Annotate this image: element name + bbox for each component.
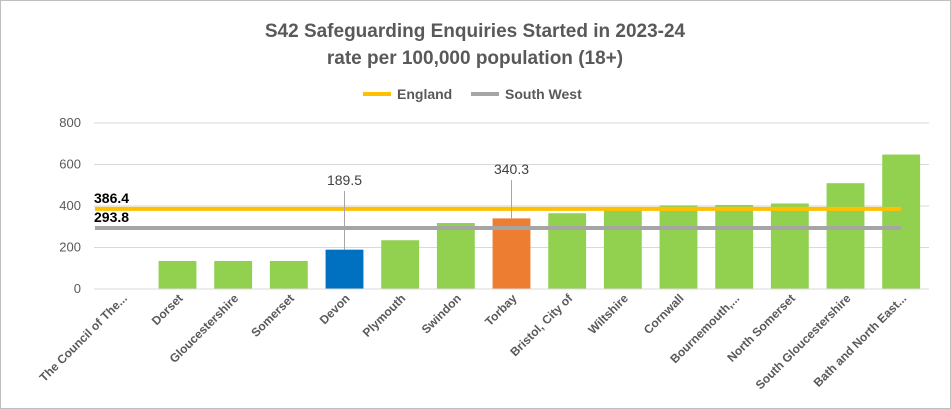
y-tick-label: 200: [59, 240, 81, 255]
legend-label-south-west: South West: [505, 86, 582, 102]
x-tick-label-swindon: Swindon: [419, 291, 464, 336]
x-tick-label-devon: Devon: [317, 291, 353, 327]
bars: [158, 154, 921, 289]
reference-lines: 386.4 293.8: [94, 190, 901, 231]
ref-label-south-west: 293.8: [94, 209, 129, 225]
x-tick-label-somerset: Somerset: [248, 291, 297, 340]
x-axis: The Council of The... DorsetGloucestershi…: [37, 288, 929, 392]
bar-gloucestershire: [214, 260, 253, 289]
x-tick-label-bath-and-north-east: Bath and North East...: [811, 291, 910, 390]
bar-torbay: [492, 218, 531, 289]
data-label-torbay: 340.3: [494, 161, 529, 177]
bar-bristol-city-of: [548, 213, 587, 289]
y-tick-label: 400: [59, 198, 81, 213]
bar-dorset: [158, 260, 197, 289]
x-tick-label-plymouth: Plymouth: [360, 291, 409, 340]
x-tick-label-the-council-of-the: The Council of The...: [37, 291, 130, 384]
bar-swindon: [436, 223, 475, 289]
y-axis: 0 200 400 600 800: [59, 115, 81, 296]
y-tick-label: 800: [59, 115, 81, 130]
x-tick-label-dorset: Dorset: [149, 291, 186, 328]
chart-title-line-2: rate per 100,000 population (18+): [327, 48, 623, 69]
bar-bath-and-north-east: [882, 154, 921, 289]
bar-somerset: [269, 260, 308, 289]
legend-label-england: England: [397, 86, 452, 102]
chart-title-line-1: S42 Safeguarding Enquiries Started in 20…: [265, 21, 686, 42]
bar-wiltshire: [603, 209, 642, 289]
chart-title: S42 Safeguarding Enquiries Started in 20…: [265, 21, 686, 69]
bar-devon: [325, 249, 364, 289]
y-tick-label: 600: [59, 157, 81, 172]
bar-north-somerset: [770, 203, 809, 289]
bar-bournemouth: [715, 204, 754, 289]
chart-legend: England South West: [363, 86, 582, 102]
x-tick-label-torbay: Torbay: [482, 291, 520, 329]
x-tick-label-south-gloucestershire: South Gloucestershire: [753, 291, 854, 392]
x-tick-label-wiltshire: Wiltshire: [585, 291, 631, 337]
data-label-devon: 189.5: [327, 172, 362, 188]
bar-cornwall: [659, 205, 698, 289]
y-tick-label: 0: [74, 281, 81, 296]
data-labels: 189.5 340.3: [327, 161, 529, 250]
x-tick-label-cornwall: Cornwall: [641, 291, 687, 337]
ref-label-england: 386.4: [94, 190, 129, 206]
bar-plymouth: [381, 240, 420, 289]
bar-south-gloucestershire: [826, 183, 865, 289]
